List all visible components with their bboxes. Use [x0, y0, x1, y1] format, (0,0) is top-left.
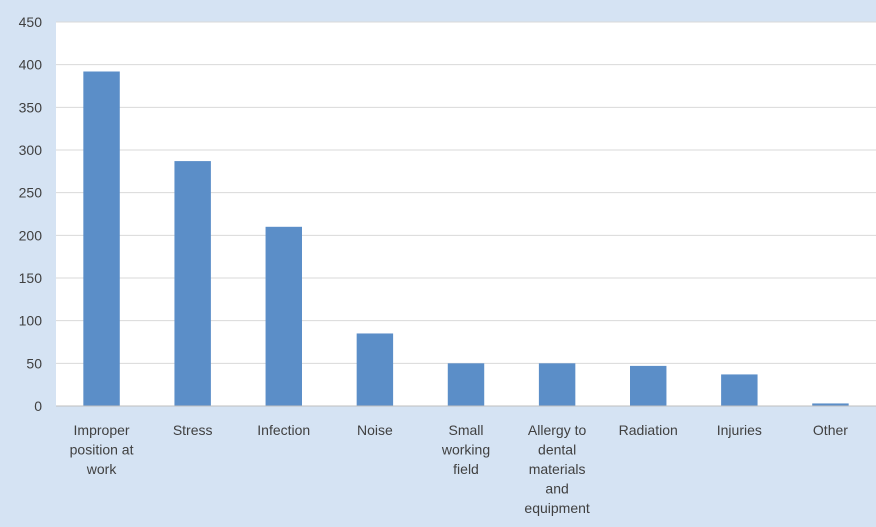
x-category-label-line: Other	[813, 422, 848, 438]
bar	[265, 226, 302, 406]
y-tick-label: 450	[19, 14, 43, 30]
x-category-label: Radiation	[619, 422, 678, 438]
x-category-label-line: Allergy to	[528, 422, 587, 438]
x-category-label-line: Noise	[357, 422, 393, 438]
bar	[83, 71, 120, 406]
y-tick-label: 100	[19, 313, 43, 329]
bars	[83, 71, 849, 406]
bar	[356, 333, 394, 406]
x-category-label-line: Injuries	[717, 422, 762, 438]
x-category-label-line: equipment	[524, 500, 589, 516]
bar	[174, 161, 211, 406]
x-category-label-line: Improper	[74, 422, 130, 438]
x-category-label-line: and	[545, 481, 568, 497]
x-category-label: Noise	[357, 422, 393, 438]
x-axis-category-labels: Improper position at work Stress Infection No…	[70, 422, 849, 516]
x-category-label-line: Stress	[173, 422, 213, 438]
y-tick-label: 50	[26, 355, 42, 371]
y-tick-label: 350	[19, 99, 43, 115]
x-category-label-line: Infection	[257, 422, 310, 438]
x-category-label: Improper position at work	[70, 422, 134, 477]
y-tick-label: 150	[19, 270, 43, 286]
bar	[447, 363, 485, 406]
y-axis-tick-labels: 0 50 100 150 200 250 300 350 400 450	[19, 14, 43, 414]
x-category-label: Injuries	[717, 422, 762, 438]
x-category-label: Other	[813, 422, 848, 438]
x-category-label: Small working field	[441, 422, 490, 477]
bar	[721, 374, 758, 406]
x-category-label-line: position at	[70, 442, 134, 458]
x-category-label-line: materials	[529, 461, 586, 477]
x-category-label: Allergy to dental materials and equipment	[524, 422, 589, 516]
y-tick-label: 250	[19, 185, 43, 201]
x-category-label: Infection	[257, 422, 310, 438]
bar	[538, 363, 576, 406]
x-category-label-line: dental	[538, 442, 576, 458]
bar	[630, 365, 667, 406]
x-category-label-line: field	[453, 461, 479, 477]
x-category-label-line: Small	[448, 422, 483, 438]
x-category-label-line: working	[441, 442, 490, 458]
x-category-label-line: work	[86, 461, 118, 477]
bar	[812, 403, 849, 406]
y-tick-label: 200	[19, 227, 43, 243]
y-tick-label: 300	[19, 142, 43, 158]
y-tick-label: 400	[19, 57, 43, 73]
y-tick-label: 0	[34, 398, 42, 414]
x-category-label-line: Radiation	[619, 422, 678, 438]
x-category-label: Stress	[173, 422, 213, 438]
